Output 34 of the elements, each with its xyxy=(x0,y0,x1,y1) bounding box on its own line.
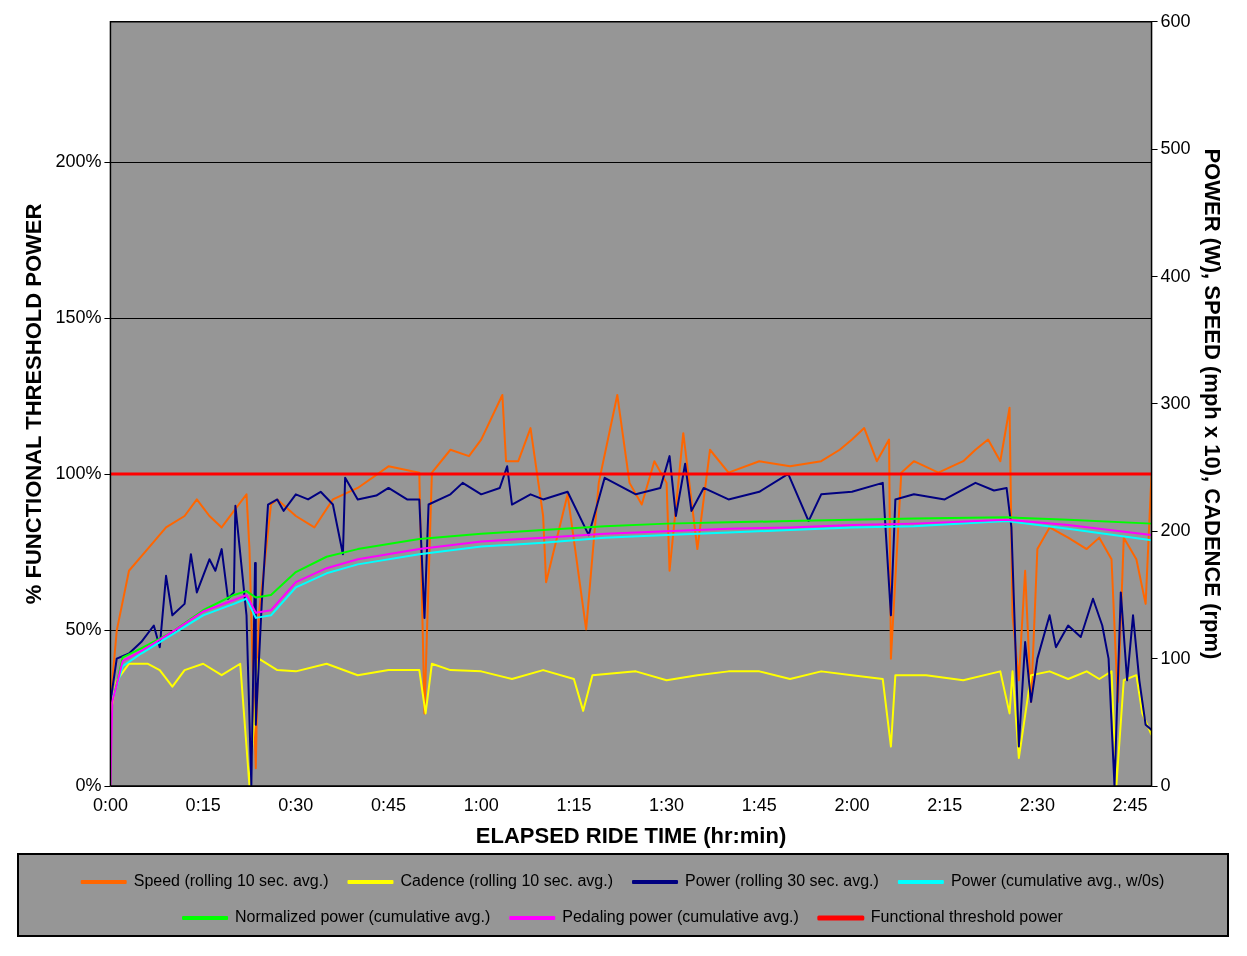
x-axis-title: ELAPSED RIDE TIME (hr:min) xyxy=(475,822,787,848)
x-tick-label: 2:00 xyxy=(834,794,870,815)
y2-tick-label: 600 xyxy=(1160,10,1191,31)
y-axis-title: % FUNCTIONAL THRESHOLD POWER xyxy=(21,203,47,605)
x-tick-label: 2:30 xyxy=(1019,794,1055,815)
y-tick-label: 50% xyxy=(65,619,102,640)
x-tick-label: 0:30 xyxy=(278,794,314,815)
x-tick-label: 2:45 xyxy=(1112,794,1148,815)
y2-tick-label: 100 xyxy=(1160,647,1191,668)
legend-label: Power (cumulative avg., w/0s) xyxy=(950,872,1165,890)
legend-label: Power (rolling 30 sec. avg.) xyxy=(685,872,879,890)
legend-label: Cadence (rolling 10 sec. avg.) xyxy=(400,872,614,890)
y2-tick-label: 200 xyxy=(1160,520,1191,541)
y-tick-label: 0% xyxy=(75,774,102,795)
y2-tick-label: 500 xyxy=(1160,138,1191,159)
x-tick-label: 0:45 xyxy=(370,794,407,815)
y-tick-label: 150% xyxy=(55,307,102,328)
y2-tick-label: 0 xyxy=(1160,774,1171,795)
legend-label: Functional threshold power xyxy=(870,908,1064,926)
y2-tick-label: 400 xyxy=(1160,265,1191,286)
y2-axis-title: POWER (W), SPEED (mph x 10), CADENCE (rpm) xyxy=(1199,148,1225,660)
legend-label: Pedaling power (cumulative avg.) xyxy=(562,908,799,926)
y-tick-label: 100% xyxy=(55,463,102,484)
y2-tick-label: 300 xyxy=(1160,392,1191,413)
x-tick-label: 1:45 xyxy=(741,794,777,815)
x-tick-label: 2:15 xyxy=(927,794,963,815)
legend-label: Speed (rolling 10 sec. avg.) xyxy=(133,872,329,890)
y-tick-label: 200% xyxy=(55,151,102,172)
x-tick-label: 1:15 xyxy=(556,794,592,815)
legend-label: Normalized power (cumulative avg.) xyxy=(235,908,491,926)
x-tick-label: 0:15 xyxy=(185,794,221,815)
x-tick-label: 0:00 xyxy=(92,794,128,815)
x-tick-label: 1:30 xyxy=(649,794,685,815)
x-tick-label: 1:00 xyxy=(463,794,499,815)
